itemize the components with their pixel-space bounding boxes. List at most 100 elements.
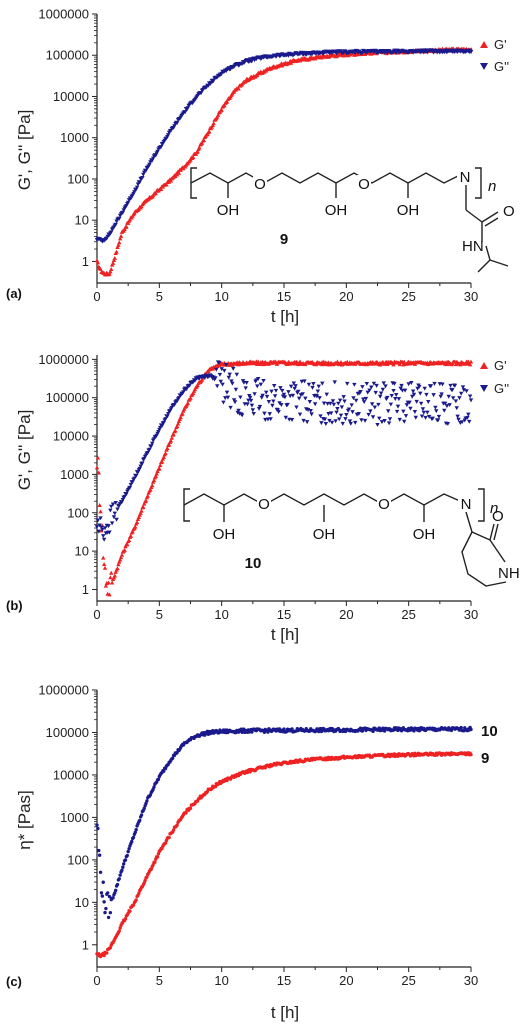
y-tick-label: 100000	[46, 390, 89, 405]
data-point	[114, 517, 119, 522]
data-point	[444, 362, 450, 367]
data-point	[255, 73, 260, 78]
data-point	[109, 580, 115, 585]
data-point	[158, 144, 164, 149]
x-tick-label: 15	[277, 289, 291, 304]
data-point	[307, 400, 313, 404]
data-point	[150, 483, 155, 488]
structure-label: OH	[213, 526, 236, 543]
data-point	[110, 502, 116, 507]
structure-label: OH	[217, 202, 240, 219]
data-point	[103, 583, 109, 588]
data-point	[109, 504, 114, 509]
data-point	[127, 846, 131, 851]
data-point	[234, 372, 240, 377]
data-point	[139, 508, 144, 513]
data-point	[171, 828, 176, 832]
y-tick-label: 100	[67, 505, 89, 520]
data-point	[142, 806, 146, 811]
chemical-structure-10: O O N OH OH OH O NH n	[183, 488, 520, 587]
data-point	[447, 403, 452, 408]
data-point	[228, 405, 233, 410]
data-point	[199, 377, 205, 382]
data-point	[428, 384, 434, 389]
data-point	[345, 381, 350, 386]
data-point	[358, 389, 363, 394]
data-point	[159, 424, 165, 429]
data-point	[260, 393, 265, 398]
data-point	[165, 446, 170, 451]
data-point	[158, 187, 164, 192]
data-point	[141, 504, 146, 509]
data-point	[185, 400, 191, 405]
data-point	[337, 398, 343, 403]
y-tick-label: 10000	[53, 767, 89, 782]
chart-panel-b: 0 5 10 15 20 25 30 1 10 100 1000 10000 100000 1000000…	[6, 352, 520, 644]
data-point	[122, 862, 126, 866]
data-point	[103, 910, 107, 915]
data-point	[272, 384, 277, 388]
data-point	[153, 474, 158, 478]
data-point	[134, 828, 138, 832]
data-point	[231, 366, 236, 371]
data-point	[392, 381, 397, 386]
structure-label: N	[461, 496, 472, 513]
data-point	[97, 848, 101, 853]
data-point	[216, 360, 222, 365]
data-point	[286, 390, 291, 395]
data-point	[348, 421, 353, 426]
data-point	[397, 362, 402, 367]
data-point	[238, 395, 243, 400]
data-point	[308, 409, 313, 414]
data-point	[371, 381, 377, 386]
data-point	[388, 402, 394, 407]
structure-label: O	[378, 496, 390, 513]
data-point	[115, 566, 120, 571]
data-point	[247, 395, 253, 400]
data-point	[387, 417, 393, 422]
data-point	[353, 420, 358, 425]
data-point	[117, 236, 123, 241]
data-point	[464, 389, 469, 394]
data-point	[251, 411, 256, 416]
data-point	[199, 140, 205, 145]
data-point	[122, 547, 127, 552]
data-point	[403, 414, 409, 419]
data-point	[280, 388, 285, 393]
data-point	[223, 396, 228, 401]
data-point	[340, 421, 345, 426]
data-point	[219, 107, 224, 112]
data-point	[113, 500, 118, 505]
data-point	[268, 417, 273, 422]
data-point	[121, 865, 125, 869]
data-point	[456, 417, 461, 422]
data-point	[290, 393, 296, 398]
y-tick-label: 100000	[46, 48, 89, 63]
data-point	[118, 873, 122, 877]
data-point	[379, 420, 385, 425]
data-point	[269, 389, 274, 394]
data-point	[248, 398, 254, 403]
data-point	[99, 525, 104, 530]
data-point	[215, 384, 220, 389]
legend-label-gdoubleprime: G''	[494, 59, 509, 74]
data-point	[232, 400, 238, 405]
data-point	[125, 220, 131, 225]
data-point	[118, 555, 124, 560]
data-point	[134, 185, 140, 190]
data-point	[305, 408, 311, 412]
data-point	[98, 509, 103, 514]
data-point	[122, 494, 127, 499]
data-point	[96, 470, 101, 475]
data-point	[163, 451, 168, 456]
data-point	[100, 894, 105, 898]
legend: G' G''	[480, 37, 509, 74]
data-point	[408, 406, 413, 411]
data-point	[309, 412, 314, 417]
structure-label: OH	[325, 202, 348, 219]
data-point	[167, 835, 171, 840]
data-point	[215, 112, 221, 117]
x-tick-label: 15	[277, 973, 291, 988]
x-tick-label: 10	[214, 607, 228, 622]
data-point	[349, 403, 354, 408]
